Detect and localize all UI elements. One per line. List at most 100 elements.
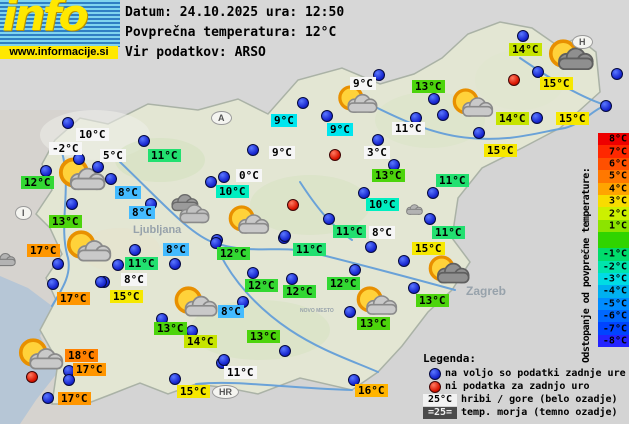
scale-row: -3°C xyxy=(598,272,629,286)
station-label: 15°C xyxy=(412,242,445,255)
legend-item-text: temp. morja (temno ozadje) xyxy=(461,407,618,418)
logo-wordmark: info xyxy=(2,0,89,41)
station-label: 13°C xyxy=(247,330,280,343)
station-dot-blue xyxy=(532,66,544,78)
station-dot-blue xyxy=(218,354,230,366)
station-dot-blue xyxy=(358,187,370,199)
station-label: 8°C xyxy=(369,226,395,239)
station-label: 15°C xyxy=(484,144,517,157)
scale-row: -8°C xyxy=(598,334,629,348)
station-dot-blue xyxy=(286,273,298,285)
legend-item-text: na voljo so podatki zadnje ure xyxy=(445,368,626,379)
scale-row: 6°C xyxy=(598,157,629,171)
station-dot-blue xyxy=(473,127,485,139)
station-dot-blue xyxy=(531,112,543,124)
legend-item: 25°C hribi / gore (belo ozadje) xyxy=(423,393,629,406)
legend-item: na voljo so podatki zadnje ure xyxy=(423,367,629,380)
station-label: 11°C xyxy=(148,149,181,162)
logo-website-link[interactable]: www.informacije.si xyxy=(0,46,118,59)
station-label: 17°C xyxy=(27,244,60,257)
station-label: 11°C xyxy=(125,257,158,270)
station-label: 3°C xyxy=(364,146,390,159)
station-label: 14°C xyxy=(184,335,217,348)
sun-cloud-icon xyxy=(170,286,218,324)
scale-row: 4°C xyxy=(598,182,629,195)
station-label: 11°C xyxy=(224,366,257,379)
station-dot-red xyxy=(508,74,520,86)
map-label-ljubljana: Ljubljana xyxy=(133,224,182,236)
station-label: 13°C xyxy=(372,169,405,182)
legend: Legenda: na voljo so podatki zadnje ure n… xyxy=(423,352,629,419)
station-dot-blue xyxy=(323,213,335,225)
station-dot-blue xyxy=(517,30,529,42)
station-label: 13°C xyxy=(416,294,449,307)
slovenia-outline xyxy=(35,21,601,405)
country-sign-i: I xyxy=(15,206,32,220)
station-label: 15°C xyxy=(556,112,589,125)
country-sign-a: A xyxy=(211,111,232,125)
station-label: 12°C xyxy=(217,247,250,260)
station-dot-blue xyxy=(169,373,181,385)
station-label: 11°C xyxy=(293,243,326,256)
station-label: 12°C xyxy=(245,279,278,292)
station-label: 11°C xyxy=(432,226,465,239)
station-dot-blue xyxy=(373,69,385,81)
country-sign-hr: HR xyxy=(212,385,239,399)
clouds-icon xyxy=(166,194,210,229)
station-label: 15°C xyxy=(540,77,573,90)
station-label: 11°C xyxy=(392,122,425,135)
station-dot-blue xyxy=(42,392,54,404)
legend-item-text: hribi / gore (belo ozadje) xyxy=(461,394,618,405)
station-label: 9°C xyxy=(350,77,376,90)
station-dot-red xyxy=(26,371,38,383)
station-label: 9°C xyxy=(271,114,297,127)
scale-title: Odstopanje od povprečne temperature: xyxy=(581,167,592,363)
station-label: 13°C xyxy=(357,317,390,330)
station-dot-blue xyxy=(437,109,449,121)
station-dot-blue xyxy=(321,110,333,122)
station-label: 10°C xyxy=(366,198,399,211)
station-label: 13°C xyxy=(49,215,82,228)
header-source: Vir podatkov: ARSO xyxy=(125,45,266,60)
station-dot-blue xyxy=(52,258,64,270)
station-dot-blue xyxy=(129,244,141,256)
station-dot-blue xyxy=(600,100,612,112)
station-dot-blue xyxy=(424,213,436,225)
station-label: 17°C xyxy=(57,292,90,305)
cloud-small-icon xyxy=(402,202,428,224)
legend-item: ni podatka za zadnjo uro xyxy=(423,380,629,393)
station-label: 10°C xyxy=(76,128,109,141)
station-label: 10°C xyxy=(216,185,249,198)
scale-row: -1°C xyxy=(598,248,629,261)
station-label: 9°C xyxy=(269,146,295,159)
station-dot-blue xyxy=(92,161,104,173)
station-dot-blue xyxy=(112,259,124,271)
header-avg-temp: Povprečna temperatura: 12°C xyxy=(125,25,337,40)
station-label: 8°C xyxy=(163,243,189,256)
sun-cloud-icon xyxy=(448,88,494,124)
scale-row: 7°C xyxy=(598,145,629,158)
station-label: 11°C xyxy=(436,174,469,187)
station-dot-blue xyxy=(138,135,150,147)
station-label: 18°C xyxy=(65,349,98,362)
station-dot-blue xyxy=(210,237,222,249)
station-dot-blue xyxy=(62,117,74,129)
station-dot-blue xyxy=(63,374,75,386)
country-sign-h: H xyxy=(572,35,593,49)
station-label: 9°C xyxy=(327,123,353,136)
legend-item-text: ni podatka za zadnjo uro xyxy=(445,381,590,392)
station-label: 12°C xyxy=(283,285,316,298)
station-label: 12°C xyxy=(21,176,54,189)
sun-darkcloud-icon xyxy=(544,39,594,78)
station-dot-blue xyxy=(398,255,410,267)
station-dot-blue xyxy=(247,267,259,279)
sun-cloud-icon xyxy=(334,85,378,120)
legend-sea-chip: =25= xyxy=(423,406,457,419)
info-logo[interactable]: info www.informacije.si xyxy=(0,0,120,60)
station-dot-blue xyxy=(47,278,59,290)
station-label: 11°C xyxy=(333,225,366,238)
sun-darkcloud-icon xyxy=(424,255,470,291)
station-dot-blue xyxy=(349,264,361,276)
station-dot-blue xyxy=(247,144,259,156)
